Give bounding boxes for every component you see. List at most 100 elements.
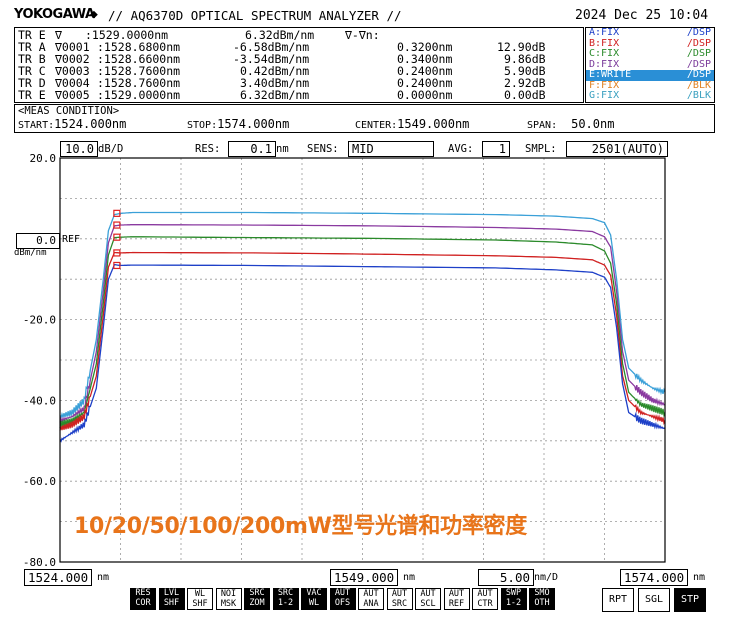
average-field[interactable]: 1 [482, 141, 510, 157]
trace-status-e[interactable]: E:WRITE /DSP [586, 69, 714, 81]
marker-wavelength: :1528.6800nm [97, 40, 181, 54]
trace-label: C:FIX [589, 48, 620, 59]
delta-wavelength: 0.3200nm [397, 40, 453, 54]
trace-mode: /BLK [686, 79, 711, 91]
softkey-aut-ctr[interactable]: AUT CTR [472, 588, 498, 610]
center-label: CENTER: [355, 120, 398, 131]
softkey-label: RES [135, 588, 151, 598]
softkey-vac-wl[interactable]: VAC WL [301, 588, 327, 610]
softkey-src-zom[interactable]: SRC ZOM [244, 588, 270, 610]
softkey-wl-shf[interactable]: WL SHF [187, 588, 213, 610]
scale-field[interactable]: 10.0 [60, 141, 98, 157]
softkey-label: AUT [420, 589, 436, 599]
trace-mode: /DSP [686, 69, 711, 80]
softkey-smo-oth[interactable]: SMO OTH [529, 588, 555, 610]
marker-level: 3.40dBm/nm [240, 76, 310, 90]
trace-status-f[interactable]: F:FIX /BLK [586, 79, 714, 92]
softkey-label: 1-2 [277, 598, 294, 608]
marker-flag [113, 233, 121, 241]
softkey-src-1-2[interactable]: SRC 1-2 [272, 588, 299, 610]
softkey-label: ANA [363, 599, 379, 609]
trace-name: TR E [18, 88, 46, 102]
softkey-label: SWP [505, 588, 522, 598]
softkey-label: ZOM [249, 598, 265, 608]
trace-status-b[interactable]: B:FIX /DSP [586, 37, 714, 50]
trace-label: G:FIX [589, 90, 620, 101]
marker-id: ∇0002 [55, 52, 90, 66]
marker-wavelength: :1528.7600nm [97, 76, 181, 90]
stop-wavelength-field[interactable]: 1574.000 [620, 569, 689, 586]
center-wavelength-field[interactable]: 1549.000 [330, 569, 399, 586]
trace-mode: /BLK [686, 90, 711, 101]
delta-level: 5.90dB [504, 64, 546, 78]
spectrum-trace-1 [59, 224, 666, 424]
softkey-aut-ana[interactable]: AUT ANA [358, 588, 384, 610]
center-unit: nm [403, 572, 416, 583]
softkey-label: AUT [391, 589, 408, 599]
center-value: 1549.000nm [397, 117, 470, 131]
softkey-noi-msk[interactable]: NOI MSK [215, 588, 242, 610]
trace-mode: /DSP [686, 48, 711, 59]
softkey-res-cor[interactable]: RES COR [130, 588, 156, 610]
softkey-label: SRC [391, 599, 408, 609]
trace-name: TR C [18, 64, 46, 78]
trace-name: TR D [18, 76, 46, 90]
softkey-label: CTR [477, 599, 493, 609]
softkey-aut-scl[interactable]: AUT SCL [415, 588, 441, 610]
marker-level: -3.54dBm/nm [233, 52, 310, 66]
avg-label: AVG: [448, 143, 474, 155]
marker-id: ∇ [55, 28, 62, 42]
overlay-caption: 10/20/50/100/200mW型号光谱和功率密度 [74, 514, 527, 539]
sweep-stp-button[interactable]: STP [674, 588, 706, 612]
resolution-field[interactable]: 0.1 [228, 141, 276, 157]
start-wavelength-field[interactable]: 1524.000 [24, 569, 93, 586]
spectrum-traces [59, 211, 666, 443]
trace-status-g[interactable]: G:FIX /BLK [586, 90, 714, 102]
sampling-field[interactable]: 2501(AUTO) [566, 141, 668, 157]
trace-mode: /DSP [686, 37, 711, 49]
softkey-aut-ref[interactable]: AUT REF [443, 588, 470, 610]
sensitivity-field[interactable]: MID [348, 141, 434, 157]
span-div-field[interactable]: 5.00 [478, 569, 534, 586]
stop-unit: nm [693, 572, 706, 583]
delta-level: 0.00dB [504, 88, 546, 102]
y-tick-label: -40.0 [23, 394, 56, 407]
stop-value: 1574.000nm [217, 117, 290, 131]
softkey-label: SRC [277, 588, 294, 598]
trace-status-d[interactable]: D:FIX /DSP [586, 58, 714, 71]
softkey-lvl-shf[interactable]: LVL SHF [158, 588, 185, 610]
softkey-label: SRC [249, 588, 265, 598]
softkey-label: SCL [420, 599, 436, 609]
chart-grid [60, 158, 665, 562]
sweep-sgl-button[interactable]: SGL [638, 588, 670, 612]
sweep-rpt-button[interactable]: RPT [602, 588, 634, 612]
softkey-swp-1-2[interactable]: SWP 1-2 [500, 588, 527, 610]
softkey-label: SHF [163, 598, 180, 608]
softkey-label: WL [308, 598, 320, 608]
sens-label: SENS: [307, 143, 339, 155]
softkey-aut-src[interactable]: AUT SRC [386, 588, 413, 610]
delta-wavelength: 0.2400nm [397, 76, 453, 90]
softkey-label: OTH [534, 598, 550, 608]
marker-level: -6.58dBm/nm [233, 40, 310, 54]
trace-status-c[interactable]: C:FIX /DSP [586, 48, 714, 60]
spectrum-trace-2 [59, 236, 666, 428]
diamond-icon: ◆ [90, 7, 98, 22]
marker-id: ∇0004 [55, 76, 90, 90]
res-unit: nm [276, 143, 289, 155]
table-row: TR E ∇0005 :1529.0000nm 6.32dBm/nm 0.000… [15, 89, 583, 101]
model-title: // AQ6370D OPTICAL SPECTRUM ANALYZER // [108, 8, 402, 23]
marker-flag [113, 249, 121, 257]
trace-label: D:FIX [589, 58, 620, 70]
start-label: START: [18, 120, 55, 131]
marker-flags [113, 209, 121, 270]
delta-wavelength: 0.2400nm [397, 64, 453, 78]
softkey-aut-ofs[interactable]: AUT OFS [329, 588, 356, 610]
condition-title: <MEAS CONDITION> [18, 105, 120, 117]
spectrum-trace-4 [59, 264, 666, 443]
ref-level-field[interactable]: 0.0 [16, 233, 60, 249]
scale-unit: dB/D [98, 143, 124, 155]
softkey-label: AUT [363, 589, 379, 599]
marker-level: 6.32dBm/nm [245, 28, 315, 42]
trace-status-a[interactable]: A:FIX /DSP [586, 27, 714, 39]
